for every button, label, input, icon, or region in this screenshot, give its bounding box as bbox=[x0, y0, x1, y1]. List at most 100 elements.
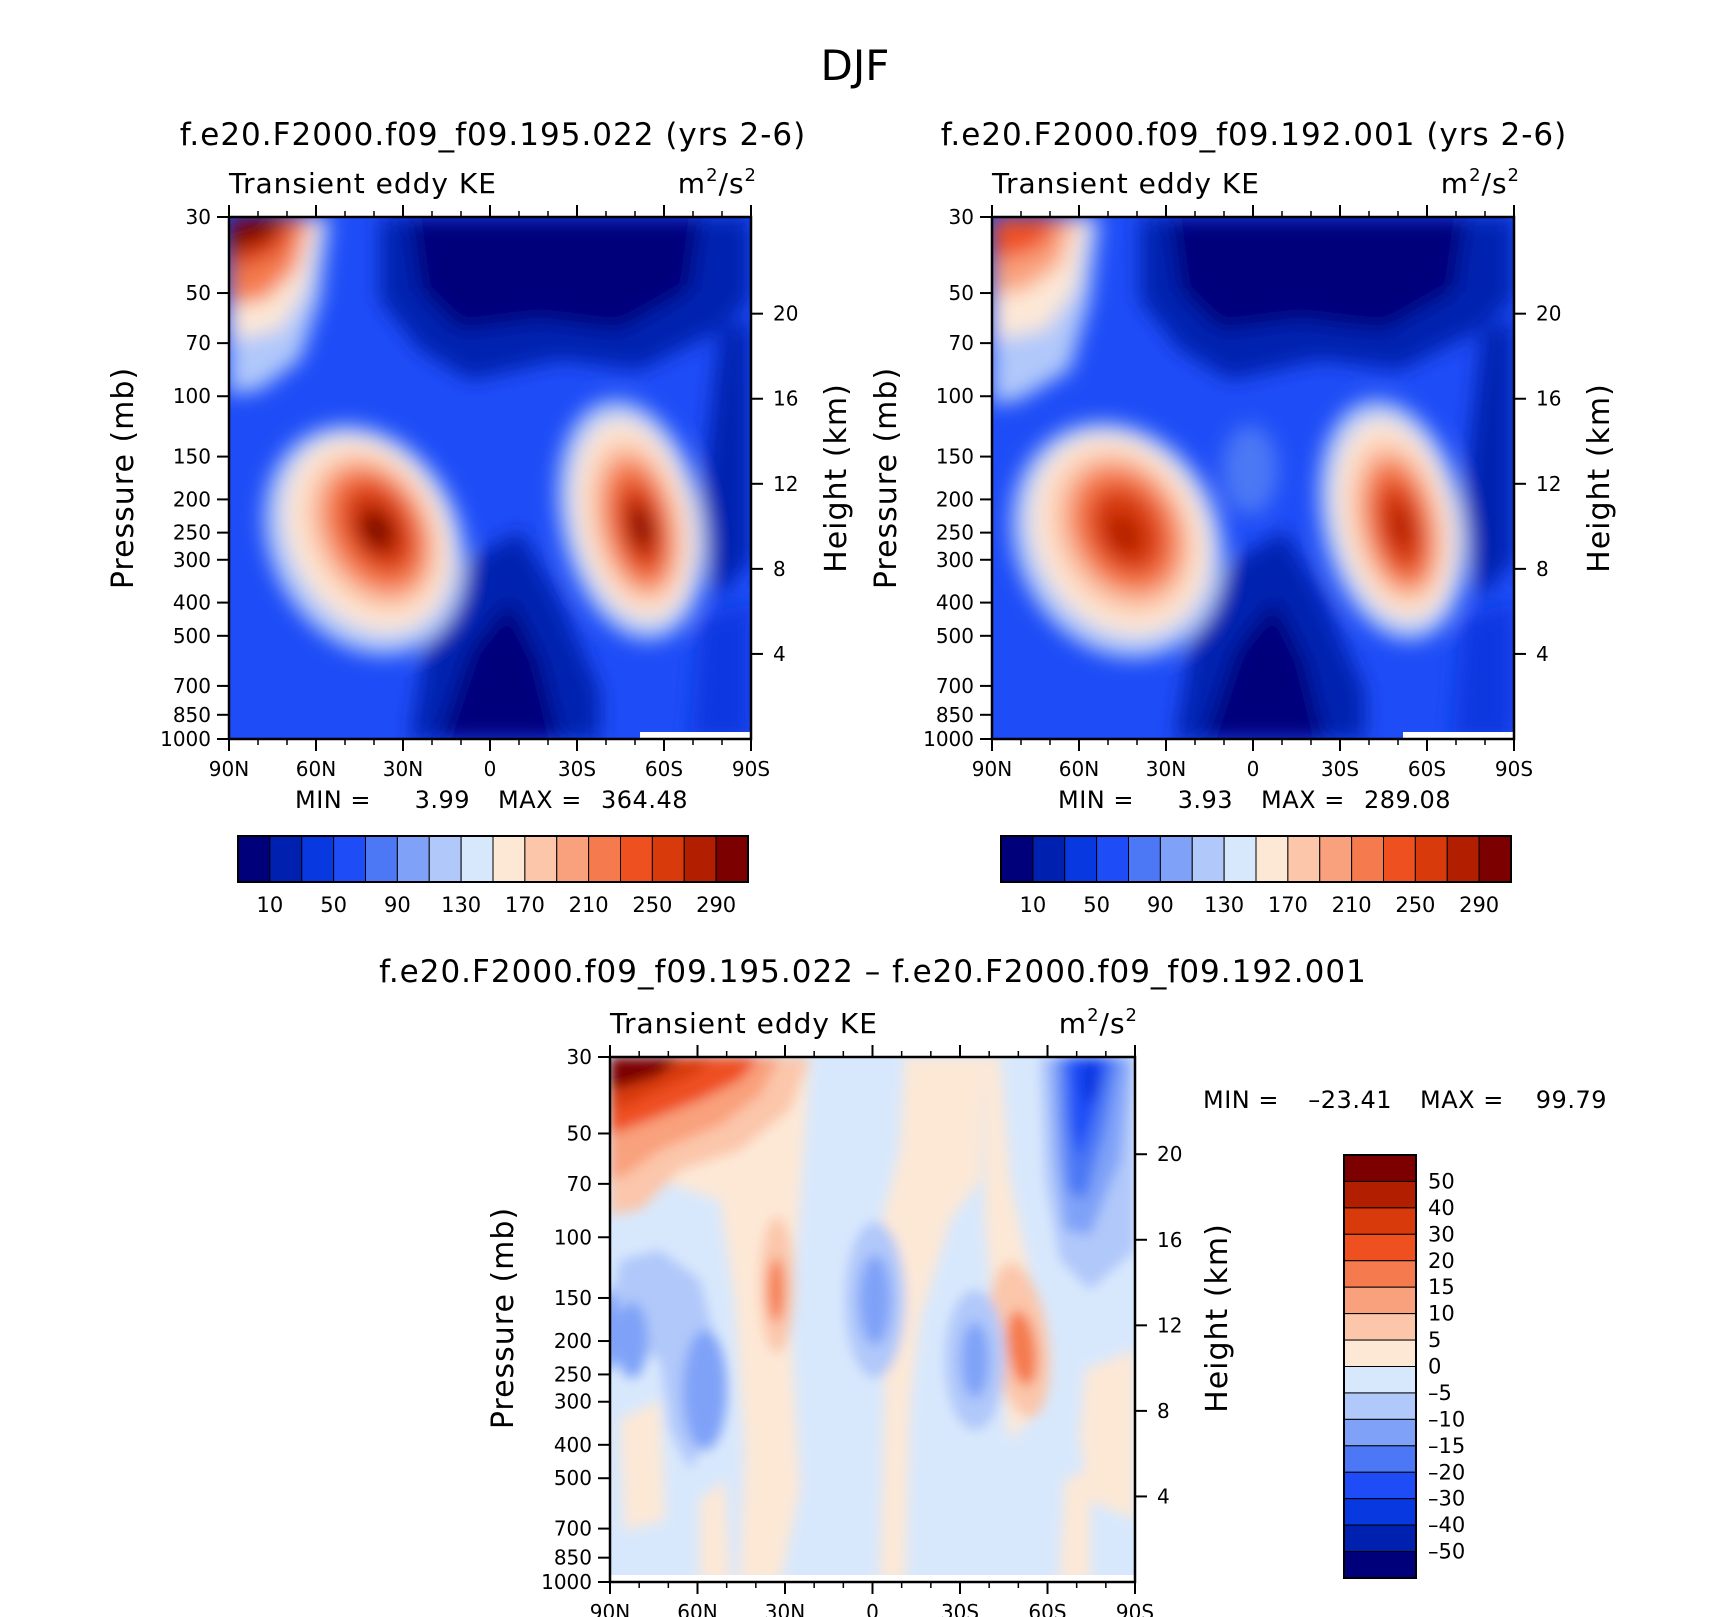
left-label: Transient eddy KE bbox=[228, 167, 497, 200]
colorbar-swatch bbox=[1343, 1551, 1417, 1579]
y-tick-label: 700 bbox=[936, 674, 974, 698]
colorbar-label: 290 bbox=[696, 893, 736, 917]
panel-difference: f.e20.F2000.f09_f09.195.022 – f.e20.F200… bbox=[379, 954, 1607, 1617]
stats-min-label: MIN = bbox=[295, 786, 371, 814]
colorbar-swatch bbox=[237, 835, 271, 883]
y-tick-label: 250 bbox=[936, 521, 974, 545]
panel-model-b: f.e20.F2000.f09_f09.192.001 (yrs 2-6) Tr… bbox=[869, 117, 1617, 917]
colorbar-swatch bbox=[1032, 835, 1066, 883]
colorbar-swatch bbox=[333, 835, 366, 883]
x-tick-label: 30S bbox=[558, 757, 596, 781]
y-tick-label: 1000 bbox=[923, 727, 974, 751]
colorbar-swatch bbox=[1287, 835, 1321, 883]
colorbar-swatch bbox=[1343, 1154, 1417, 1182]
colorbar-swatch bbox=[1128, 835, 1161, 883]
y-tick-label: 500 bbox=[936, 624, 974, 648]
colorbar-swatch bbox=[524, 835, 558, 883]
x-tick-label: 0 bbox=[484, 757, 497, 781]
colorbar-swatch bbox=[1255, 835, 1289, 883]
colorbar-swatch bbox=[683, 835, 717, 883]
colorbar-label: –30 bbox=[1428, 1487, 1465, 1511]
y-tick-label: 70 bbox=[949, 331, 974, 355]
colorbar-swatch bbox=[1351, 835, 1384, 883]
units-label: m2/s2 bbox=[1059, 1005, 1138, 1040]
y-tick-label: 400 bbox=[173, 591, 211, 615]
left-label: Transient eddy KE bbox=[991, 167, 1260, 200]
y-tick-label: 70 bbox=[186, 331, 211, 355]
colorbar-label: 250 bbox=[1395, 893, 1435, 917]
colorbar-swatch bbox=[1064, 835, 1098, 883]
y2-tick-label: 16 bbox=[1536, 387, 1561, 411]
y2-tick-label: 12 bbox=[1536, 472, 1561, 496]
colorbar-frame bbox=[1000, 835, 1512, 883]
y2-tick-label: 20 bbox=[1157, 1142, 1182, 1166]
colorbar-label: 130 bbox=[441, 893, 481, 917]
stats-max-label: MAX = bbox=[498, 786, 582, 814]
colorbar-swatch bbox=[1343, 1418, 1417, 1447]
colorbar-swatch bbox=[620, 835, 653, 883]
colorbar-swatch bbox=[1343, 1498, 1417, 1526]
y-tick-label: 100 bbox=[554, 1225, 592, 1249]
y-tick-label: 300 bbox=[936, 548, 974, 572]
y-tick-label: 150 bbox=[554, 1286, 592, 1310]
y-tick-label: 500 bbox=[554, 1466, 592, 1490]
y2-axis-label: Height (km) bbox=[1582, 383, 1617, 573]
stats-min-label: MIN = bbox=[1203, 1086, 1279, 1114]
panel-title: f.e20.F2000.f09_f09.195.022 – f.e20.F200… bbox=[379, 954, 1367, 990]
stats-max: 289.08 bbox=[1364, 786, 1451, 814]
colorbar-swatch bbox=[396, 835, 430, 883]
colorbar-label: 170 bbox=[505, 893, 545, 917]
colorbar-swatch bbox=[1343, 1286, 1417, 1315]
colorbar-swatch bbox=[715, 835, 749, 883]
colorbar-label: 50 bbox=[1428, 1169, 1455, 1193]
left-label: Transient eddy KE bbox=[609, 1007, 878, 1040]
y-tick-label: 1000 bbox=[160, 727, 211, 751]
x-tick-label: 90S bbox=[1116, 1600, 1154, 1617]
colorbar-swatch bbox=[1343, 1180, 1417, 1209]
colorbar-label: 210 bbox=[569, 893, 609, 917]
colorbar-label: –40 bbox=[1428, 1513, 1465, 1537]
colorbar-label: 10 bbox=[257, 893, 284, 917]
colorbar-swatch bbox=[1343, 1313, 1417, 1341]
colorbar-swatch bbox=[269, 835, 303, 883]
colorbar-label: 210 bbox=[1332, 893, 1372, 917]
stats-max: 99.79 bbox=[1536, 1086, 1607, 1114]
y-tick-label: 1000 bbox=[541, 1570, 592, 1594]
colorbar-swatch bbox=[1343, 1445, 1417, 1473]
colorbar-swatch bbox=[1343, 1471, 1417, 1500]
y2-tick-label: 12 bbox=[1157, 1313, 1182, 1337]
y-tick-label: 850 bbox=[173, 703, 211, 727]
colorbar-label: 290 bbox=[1459, 893, 1499, 917]
y2-tick-label: 8 bbox=[1536, 557, 1549, 581]
y-tick-label: 400 bbox=[554, 1433, 592, 1457]
colorbar-swatch bbox=[1343, 1339, 1417, 1367]
x-tick-label: 90N bbox=[590, 1600, 630, 1617]
colorbar-label: 250 bbox=[632, 893, 672, 917]
x-tick-label: 0 bbox=[866, 1600, 879, 1617]
colorbar-label: 50 bbox=[320, 893, 347, 917]
colorbar-swatch bbox=[556, 835, 590, 883]
colorbar-label: –10 bbox=[1428, 1407, 1465, 1431]
x-tick-label: 0 bbox=[1247, 757, 1260, 781]
stats-min: 3.99 bbox=[415, 786, 470, 814]
contour-field bbox=[610, 1057, 1135, 1582]
y2-tick-label: 4 bbox=[1157, 1484, 1170, 1508]
colorbar-swatch bbox=[428, 835, 462, 883]
colorbar-swatch bbox=[1096, 835, 1129, 883]
panel-title: f.e20.F2000.f09_f09.195.022 (yrs 2-6) bbox=[180, 117, 807, 153]
y-tick-label: 30 bbox=[567, 1045, 592, 1069]
y-tick-label: 30 bbox=[186, 205, 211, 229]
x-tick-label: 60N bbox=[296, 757, 336, 781]
y-tick-label: 70 bbox=[567, 1172, 592, 1196]
contour-field bbox=[229, 217, 751, 739]
colorbar-label: 5 bbox=[1428, 1328, 1441, 1352]
colorbar-label: 10 bbox=[1020, 893, 1047, 917]
stats-min-label: MIN = bbox=[1058, 786, 1134, 814]
y-tick-label: 200 bbox=[554, 1329, 592, 1353]
colorbar: 10 50 90 130 170 210 250 290 bbox=[1000, 835, 1512, 917]
y-tick-label: 50 bbox=[567, 1121, 592, 1145]
colorbar-label: 10 bbox=[1428, 1302, 1455, 1326]
